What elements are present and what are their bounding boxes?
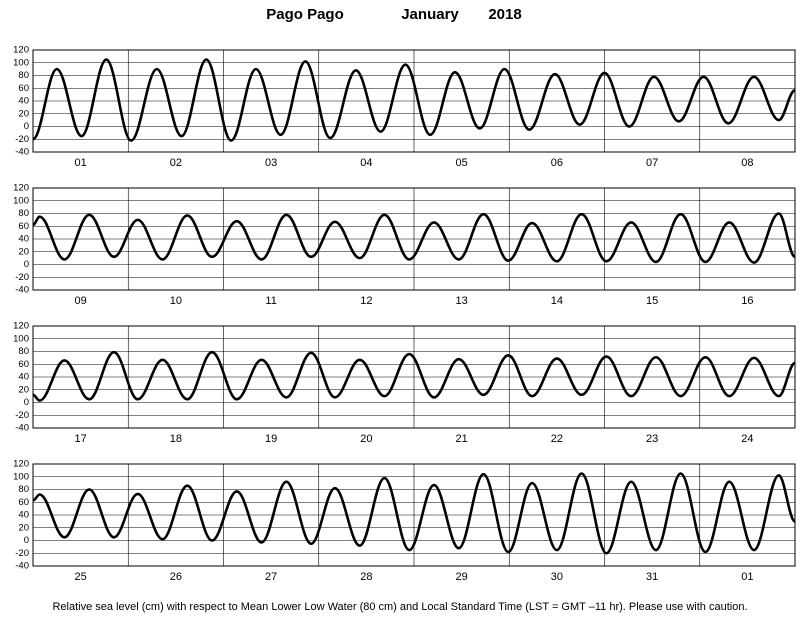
tide-line <box>33 212 795 264</box>
plot-frame <box>32 325 796 429</box>
y-tick-label: 40 <box>18 510 29 521</box>
x-tick-label: 02 <box>170 157 182 169</box>
x-tick-label: 05 <box>456 157 468 169</box>
x-tick-label: 06 <box>551 157 563 169</box>
title: Pago Pago <box>266 6 344 23</box>
y-tick-label: -20 <box>15 134 29 145</box>
x-tick-label: 18 <box>170 433 182 445</box>
x-tick-label: 28 <box>360 571 372 583</box>
y-tick-label: -40 <box>15 147 29 158</box>
x-tick-label: 20 <box>360 433 372 445</box>
y-tick-label: 60 <box>18 221 29 232</box>
y-tick-label: 80 <box>18 208 29 219</box>
x-tick-label: 13 <box>456 295 468 307</box>
y-tick-label: 20 <box>18 246 29 257</box>
x-tick-label: 23 <box>646 433 658 445</box>
y-tick-label: -20 <box>15 410 29 421</box>
x-tick-label: 30 <box>551 571 563 583</box>
tide-line <box>33 472 795 555</box>
tide-line <box>33 58 795 142</box>
y-tick-label: -20 <box>15 548 29 559</box>
x-tick-label: 26 <box>170 571 182 583</box>
month: January <box>401 6 459 23</box>
x-tick-label: 04 <box>360 157 372 169</box>
y-tick-label: 120 <box>13 321 29 332</box>
x-tick-label: 22 <box>551 433 563 445</box>
y-tick-label: 20 <box>18 108 29 119</box>
y-tick-label: -40 <box>15 423 29 434</box>
x-tick-label: 17 <box>75 433 87 445</box>
y-tick-label: 40 <box>18 96 29 107</box>
x-tick-label: 31 <box>646 571 658 583</box>
x-tick-label: 19 <box>265 433 277 445</box>
y-tick-label: 60 <box>18 497 29 508</box>
x-tick-label: 21 <box>456 433 468 445</box>
x-tick-label: 03 <box>265 157 277 169</box>
x-tick-label: 11 <box>265 295 276 307</box>
x-tick-label: 24 <box>741 433 753 445</box>
y-tick-label: -40 <box>15 561 29 572</box>
y-tick-label: 100 <box>13 333 29 344</box>
y-tick-label: 20 <box>18 384 29 395</box>
y-tick-label: 120 <box>13 183 29 194</box>
x-tick-label: 09 <box>75 295 87 307</box>
y-tick-label: -20 <box>15 272 29 283</box>
y-tick-label: -40 <box>15 285 29 296</box>
x-tick-label: 07 <box>646 157 658 169</box>
y-tick-label: 0 <box>24 121 29 132</box>
y-tick-label: 0 <box>24 259 29 270</box>
x-tick-label: 14 <box>551 295 563 307</box>
footnote: Relative sea level (cm) with respect to … <box>52 601 747 613</box>
plot-frame <box>32 49 796 153</box>
y-tick-label: 100 <box>13 471 29 482</box>
x-tick-label: 27 <box>265 571 277 583</box>
y-tick-label: 80 <box>18 346 29 357</box>
y-tick-label: 40 <box>18 234 29 245</box>
y-tick-label: 60 <box>18 83 29 94</box>
x-tick-label: 08 <box>741 157 753 169</box>
tide-line <box>33 350 795 402</box>
x-tick-label: 16 <box>741 295 753 307</box>
x-tick-label: 10 <box>170 295 182 307</box>
y-tick-label: 80 <box>18 484 29 495</box>
x-tick-label: 25 <box>75 571 87 583</box>
x-tick-label: 12 <box>360 295 372 307</box>
y-tick-label: 60 <box>18 359 29 370</box>
y-tick-label: 100 <box>13 195 29 206</box>
year: 2018 <box>488 6 521 23</box>
plot-frame <box>32 463 796 567</box>
x-tick-label: 01 <box>75 157 87 169</box>
y-tick-label: 20 <box>18 522 29 533</box>
y-tick-label: 120 <box>13 459 29 470</box>
plot-frame <box>32 187 796 291</box>
y-tick-label: 0 <box>24 397 29 408</box>
x-tick-label: 29 <box>456 571 468 583</box>
x-tick-label: 01 <box>741 571 753 583</box>
y-tick-label: 100 <box>13 57 29 68</box>
y-tick-label: 120 <box>13 45 29 56</box>
x-tick-label: 15 <box>646 295 658 307</box>
y-tick-label: 40 <box>18 372 29 383</box>
y-tick-label: 0 <box>24 535 29 546</box>
y-tick-label: 80 <box>18 70 29 81</box>
